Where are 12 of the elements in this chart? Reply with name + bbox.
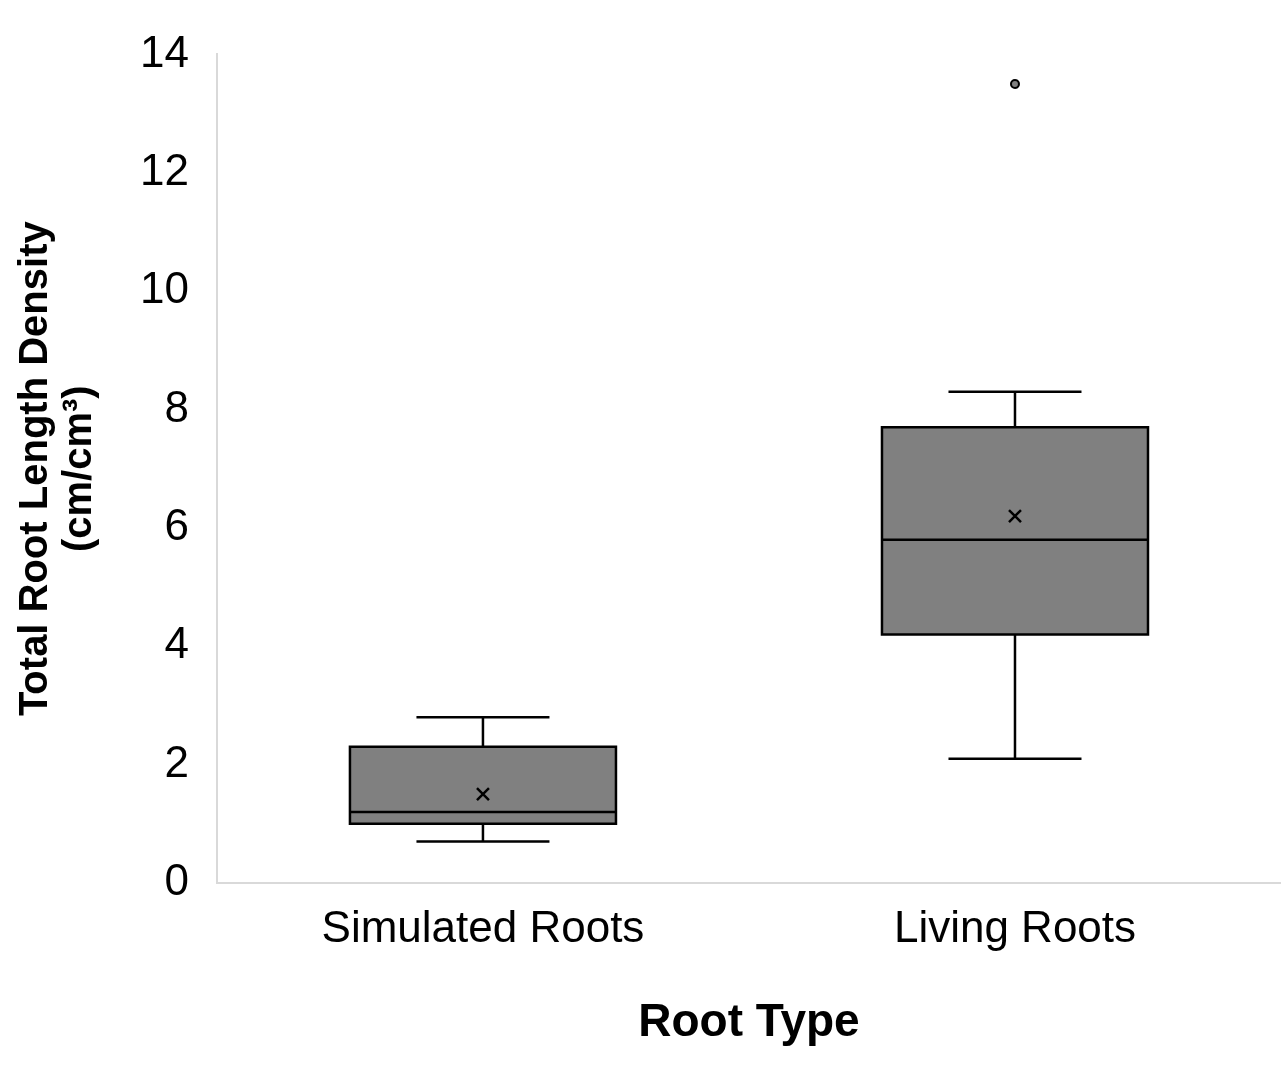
x-tick-label: Living Roots: [893, 901, 1137, 951]
y-tick-label: 10: [139, 263, 189, 313]
y-tick-label: 4: [164, 618, 189, 668]
y-axis-title: Total Root Length Density (cm/cm³): [11, 220, 100, 717]
x-axis-title: Root Type: [638, 994, 860, 1047]
y-tick-label: 6: [164, 500, 189, 550]
y-tick-label: 0: [164, 855, 189, 905]
y-tick-label: 14: [139, 26, 189, 76]
y-tick-label: 2: [164, 736, 189, 786]
y-tick-label: 8: [164, 381, 189, 431]
x-tick-label: Simulated Roots: [321, 901, 645, 951]
y-tick-label: 12: [139, 144, 189, 194]
